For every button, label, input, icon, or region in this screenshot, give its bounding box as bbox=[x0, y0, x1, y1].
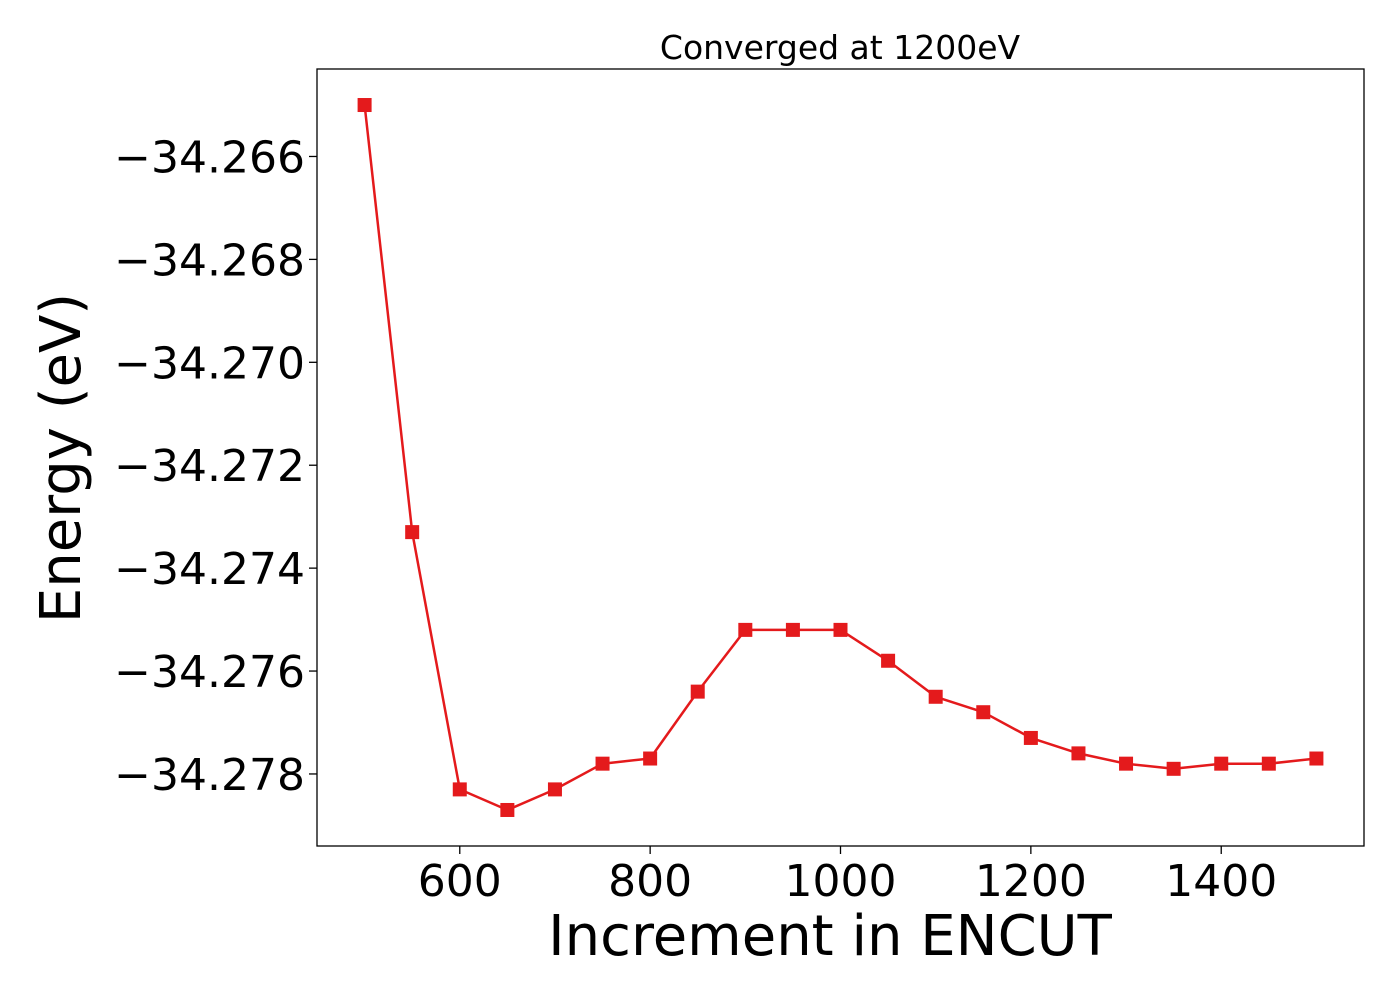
y-tick-label: −34.266 bbox=[114, 132, 305, 183]
x-tick-label: 600 bbox=[418, 856, 502, 907]
x-tick-label: 800 bbox=[608, 856, 692, 907]
data-point bbox=[690, 684, 705, 699]
data-point bbox=[643, 751, 658, 766]
data-point bbox=[452, 782, 467, 797]
data-point bbox=[500, 802, 515, 817]
data-point bbox=[1214, 756, 1229, 771]
data-point bbox=[595, 756, 610, 771]
data-point bbox=[881, 653, 896, 668]
data-point bbox=[1119, 756, 1134, 771]
data-point bbox=[1166, 761, 1181, 776]
data-point bbox=[785, 622, 800, 637]
y-tick-label: −34.276 bbox=[114, 647, 305, 698]
y-tick-label: −34.278 bbox=[114, 750, 305, 801]
x-tick-label: 1200 bbox=[975, 856, 1087, 907]
data-point bbox=[357, 98, 372, 113]
x-tick-label: 1400 bbox=[1165, 856, 1277, 907]
y-tick-label: −34.268 bbox=[114, 235, 305, 286]
plot-frame bbox=[316, 68, 1365, 847]
y-tick-label: −34.272 bbox=[114, 441, 305, 492]
series-line bbox=[363, 104, 1317, 812]
data-point bbox=[738, 622, 753, 637]
chart-title: Converged at 1200eV bbox=[660, 28, 1021, 67]
data-point bbox=[1261, 756, 1276, 771]
data-point bbox=[1071, 746, 1086, 761]
data-point bbox=[405, 525, 420, 540]
data-point bbox=[833, 622, 848, 637]
data-point bbox=[1023, 730, 1038, 745]
y-tick-label: −34.270 bbox=[114, 338, 305, 389]
data-point bbox=[1309, 751, 1324, 766]
x-tick-label: 1000 bbox=[785, 856, 897, 907]
data-point bbox=[928, 689, 943, 704]
x-axis-label: Increment in ENCUT bbox=[548, 904, 1113, 969]
y-tick-label: −34.274 bbox=[114, 544, 305, 595]
y-axis-label: Energy (eV) bbox=[29, 293, 94, 623]
data-point bbox=[547, 782, 562, 797]
data-point bbox=[976, 705, 991, 720]
